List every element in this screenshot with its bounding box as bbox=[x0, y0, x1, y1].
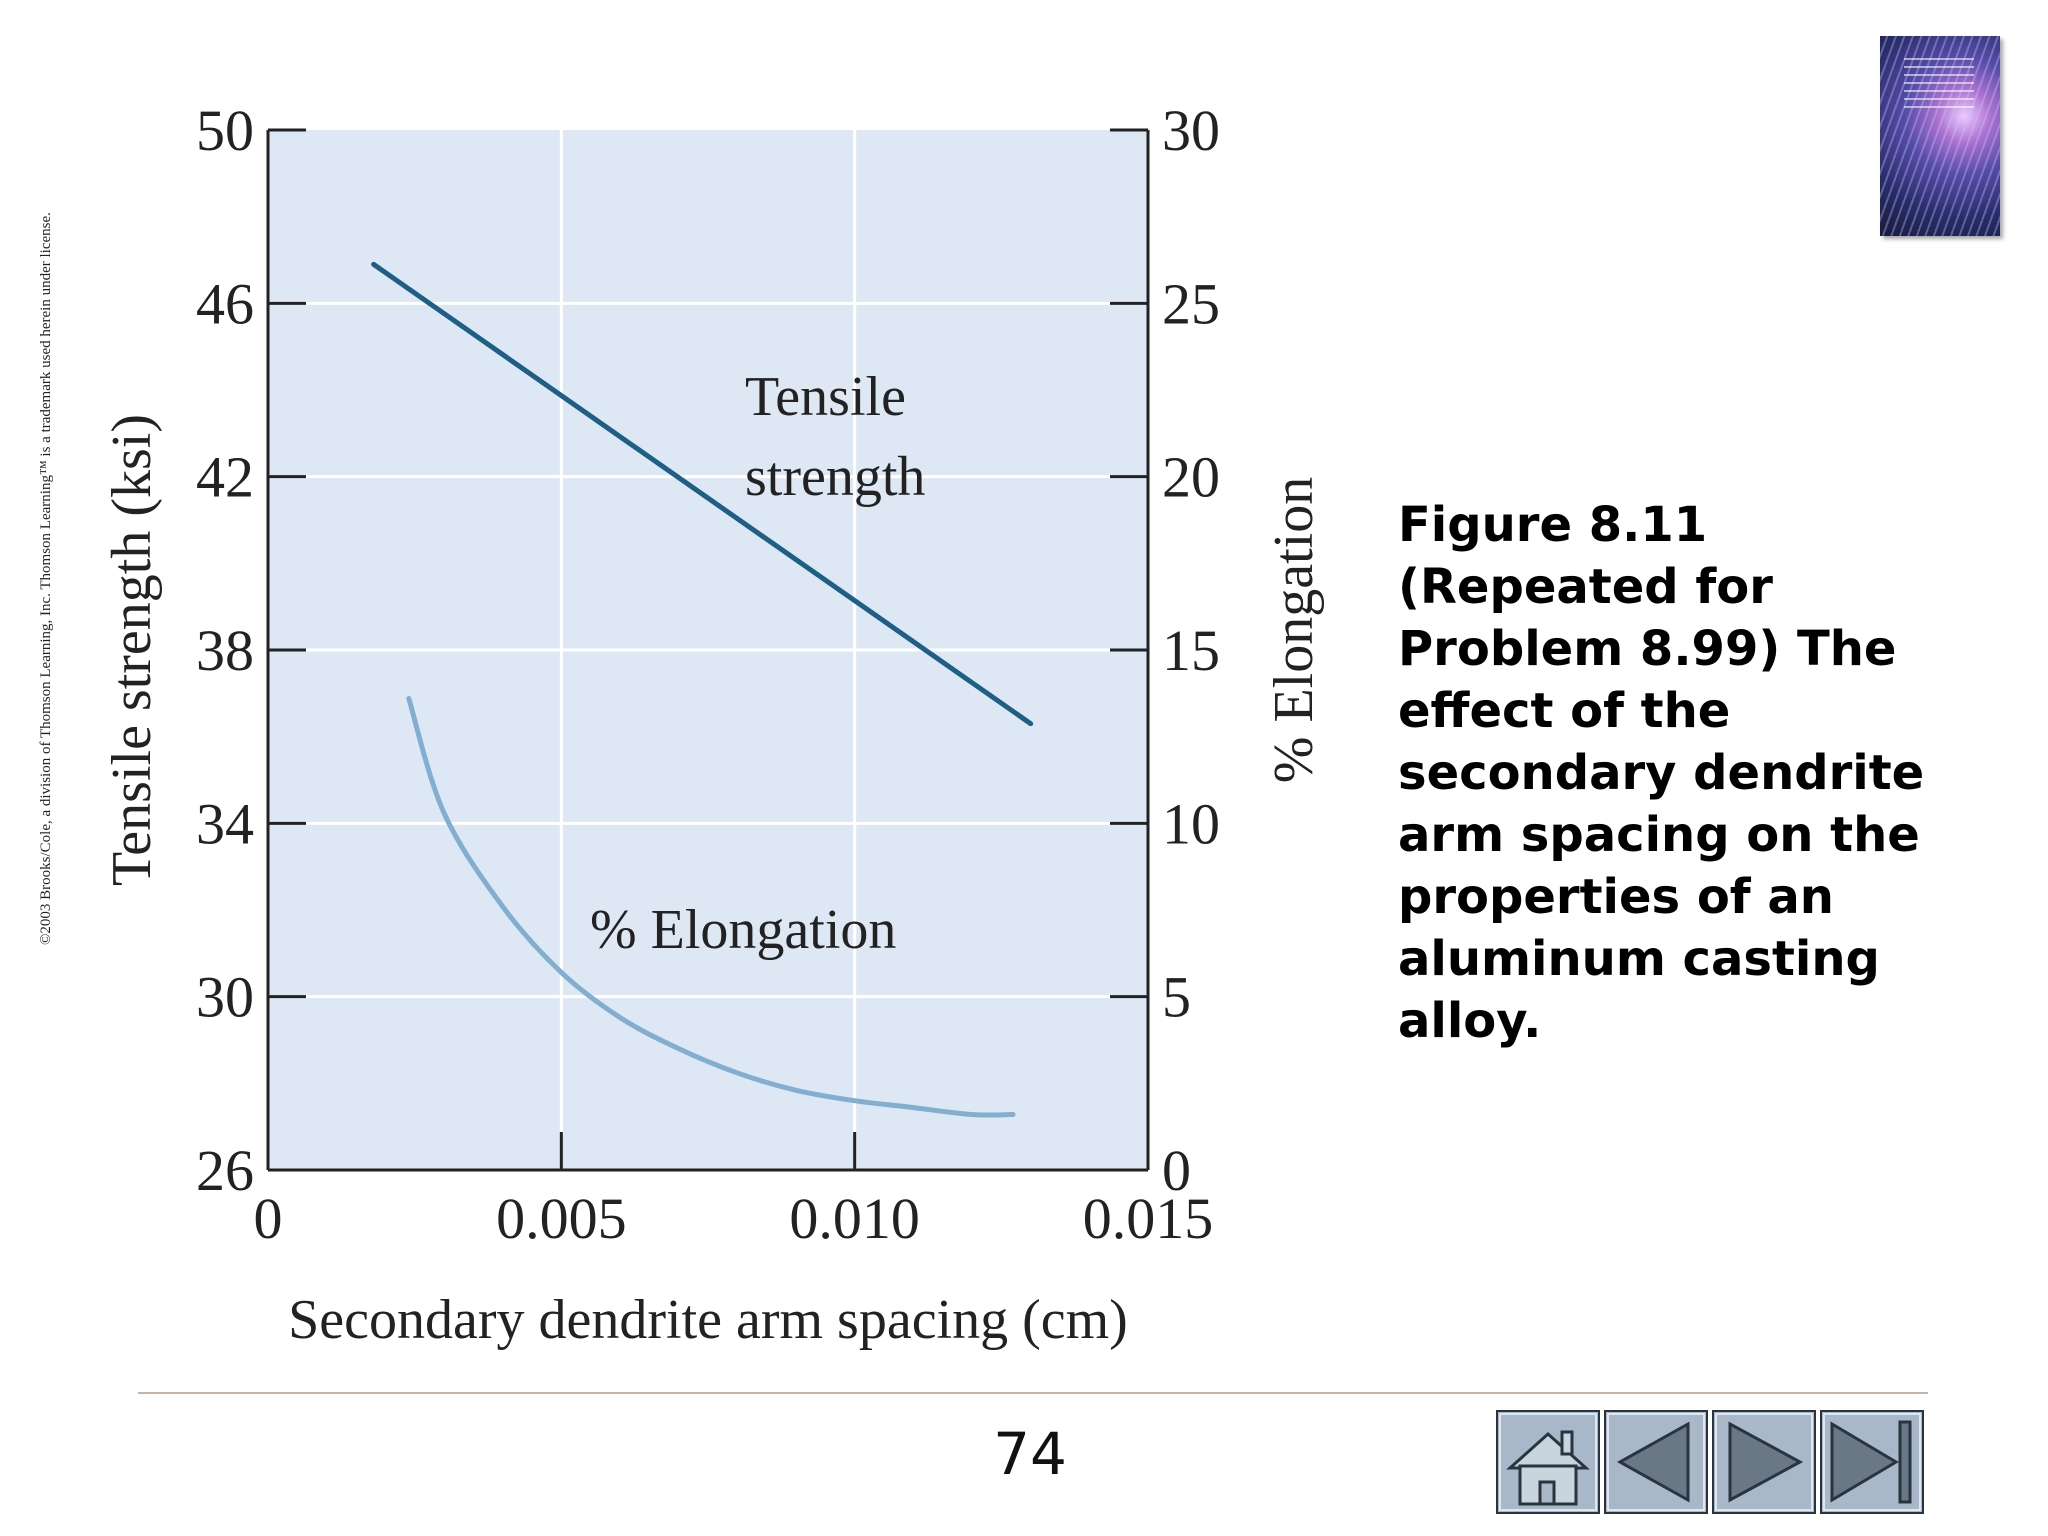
x-tick-label: 0.005 bbox=[496, 1186, 627, 1251]
x-tick-label: 0.010 bbox=[789, 1186, 920, 1251]
book-cover-thumbnail bbox=[1880, 36, 2000, 236]
x-tick-label: 0 bbox=[254, 1186, 283, 1251]
grid-lines bbox=[268, 130, 1148, 1170]
y-tick-label-right: 15 bbox=[1162, 618, 1220, 683]
annotation-elongation: % Elongation bbox=[590, 899, 896, 961]
footer-divider bbox=[138, 1392, 1928, 1394]
y-tick-label-left: 38 bbox=[196, 618, 254, 683]
annotation-tensile-strength: strength bbox=[745, 446, 925, 508]
skip-end-icon bbox=[1830, 1420, 1912, 1504]
x-tick-label: 0.015 bbox=[1083, 1186, 1214, 1251]
series-layer bbox=[371, 261, 1034, 1118]
home-button[interactable] bbox=[1496, 1410, 1600, 1514]
y-tick-label-left: 30 bbox=[196, 965, 254, 1030]
y-tick-label-right: 5 bbox=[1162, 965, 1191, 1030]
triangle-right-icon bbox=[1728, 1421, 1804, 1503]
y-tick-label-right: 20 bbox=[1162, 445, 1220, 510]
labels-layer: 26 30 34 38 42 46 50 0 5 10 15 20 25 30 0 0.005 0.010 0.0… bbox=[101, 98, 1325, 1351]
home-icon bbox=[1506, 1430, 1590, 1506]
last-slide-button[interactable] bbox=[1820, 1410, 1924, 1514]
figure-caption: Figure 8.11 (Repeated for Problem 8.99) … bbox=[1398, 497, 1925, 1049]
previous-slide-button[interactable] bbox=[1604, 1410, 1708, 1514]
y-tick-label-right: 10 bbox=[1162, 791, 1220, 856]
y-tick-label-left: 26 bbox=[196, 1138, 254, 1203]
series-line-tensile-strength bbox=[371, 261, 1034, 727]
chart: 26 30 34 38 42 46 50 0 5 10 15 20 25 30 0 0.005 0.010 0.0… bbox=[101, 98, 1325, 1351]
annotation-tensile-strength: Tensile bbox=[745, 366, 906, 428]
y-tick-label-left: 42 bbox=[196, 445, 254, 510]
cover-title-block bbox=[1904, 58, 1974, 108]
y-axis-title-right: % Elongation bbox=[1263, 477, 1325, 783]
y-tick-label-right: 0 bbox=[1162, 1138, 1191, 1203]
y-tick-label-left: 34 bbox=[196, 791, 254, 856]
y-tick-label-right: 25 bbox=[1162, 271, 1220, 336]
triangle-left-icon bbox=[1616, 1421, 1690, 1503]
series-line-elongation bbox=[406, 696, 1016, 1118]
axes bbox=[266, 128, 1150, 1172]
y-axis-title-left: Tensile strength (ksi) bbox=[101, 414, 163, 886]
y-tick-label-right: 30 bbox=[1162, 98, 1220, 163]
page-number: 74 bbox=[993, 1420, 1067, 1488]
next-slide-button[interactable] bbox=[1712, 1410, 1816, 1514]
y-tick-label-left: 50 bbox=[196, 98, 254, 163]
x-axis-title: Secondary dendrite arm spacing (cm) bbox=[288, 1289, 1128, 1351]
y-tick-label-left: 46 bbox=[196, 271, 254, 336]
